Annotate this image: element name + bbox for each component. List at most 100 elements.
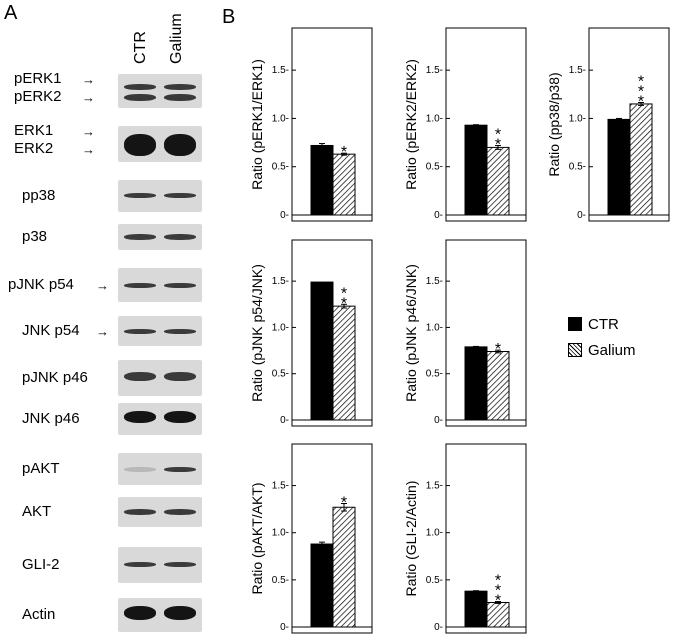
bar-ctr: [310, 281, 334, 421]
blot-band: [164, 94, 196, 101]
blot-band: [124, 509, 156, 515]
blot-strip: [118, 180, 202, 212]
blot-band: [124, 283, 156, 288]
y-tick-label: 1.0-: [272, 113, 289, 124]
blot-label: pJNK p54: [8, 276, 74, 293]
y-tick-label: 0.5-: [272, 575, 289, 586]
blot-band: [164, 329, 196, 334]
blot-band: [164, 411, 196, 423]
blot-label: AKT: [22, 503, 52, 520]
blot-band: [124, 606, 156, 620]
blot-band: [124, 467, 156, 472]
blot-band: [164, 283, 196, 288]
significance-star: *: [495, 583, 501, 600]
blot-strip: [118, 224, 202, 250]
y-tick-label: 1.0-: [426, 113, 443, 124]
legend-swatch-galium: [568, 343, 582, 357]
blot-label: JNK p54: [22, 322, 80, 339]
bar-galium: [332, 506, 356, 628]
y-tick-label: 1.5-: [272, 481, 289, 492]
chart: 0- 0.5- 1.0- 1.5- Ratio (pERK2/ERK2) **: [403, 27, 527, 222]
y-tick-label: 0.5-: [569, 162, 586, 173]
y-tick-label: 0-: [280, 622, 289, 633]
y-tick-label: 1.0-: [272, 528, 289, 539]
chart: 0- 0.5- 1.0- 1.5- Ratio (pJNK p46/JNK) *: [403, 239, 527, 427]
y-tick-label: 0.5-: [272, 369, 289, 380]
y-tick-label: 0-: [280, 415, 289, 426]
blot-band: [124, 329, 156, 334]
legend-item-galium: Galium: [568, 339, 636, 361]
blot-band: [164, 467, 196, 472]
blot-band: [124, 84, 156, 90]
legend: CTR Galium: [568, 313, 636, 365]
blot-label: pERK2: [14, 88, 62, 105]
y-tick-label: 0-: [434, 210, 443, 221]
legend-item-ctr: CTR: [568, 313, 636, 335]
bar-ctr: [464, 346, 488, 421]
legend-swatch-ctr: [568, 317, 582, 331]
significance-star: *: [495, 593, 501, 610]
significance-star: *: [638, 73, 644, 90]
significance-star: *: [341, 285, 347, 302]
y-axis-label: Ratio (pERK2/ERK2): [403, 59, 419, 190]
blot-label: JNK p46: [22, 410, 80, 427]
y-tick-label: 0-: [280, 210, 289, 221]
chart: 0-0.5-1.0-1.5-Ratio (GLI-2/Actin) ***: [403, 443, 527, 634]
significance-star: *: [341, 144, 347, 161]
y-tick-label: 0-: [434, 415, 443, 426]
blot-label: ERK1: [14, 122, 54, 139]
y-axis-label: Ratio (pAKT/AKT): [249, 482, 265, 594]
blot-strip: [118, 497, 202, 527]
significance-star: *: [341, 494, 347, 511]
blot-band: [164, 372, 196, 381]
legend-label-galium: Galium: [588, 341, 636, 359]
significance-star: *: [495, 573, 501, 590]
blot-band: [164, 193, 196, 198]
blot-band: [164, 84, 196, 90]
blot-band: [164, 606, 196, 620]
panel-b-letter: B: [222, 6, 236, 28]
significance-star: *: [638, 93, 644, 110]
blot-label: p38: [22, 228, 48, 245]
y-tick-label: 1.0-: [426, 528, 443, 539]
blot-strip: [118, 547, 202, 583]
blot-label: ERK2: [14, 140, 54, 157]
y-tick-label: 1.5-: [426, 481, 443, 492]
y-tick-label: 1.0-: [272, 322, 289, 333]
significance-star: *: [638, 83, 644, 100]
chart: 0-0.5-1.0-1.5-Ratio (pp38/p38) ***: [546, 27, 670, 222]
arrow-icon: →: [96, 324, 109, 339]
blot-band: [164, 509, 196, 515]
blot-band: [124, 94, 156, 101]
bar-galium: [486, 350, 510, 421]
y-tick-label: 1.5-: [569, 65, 586, 76]
bar-galium: [629, 103, 653, 216]
significance-star: *: [495, 126, 501, 143]
blot-band: [124, 411, 156, 423]
blot-label: Actin: [22, 606, 56, 623]
blot-band: [164, 562, 196, 567]
blot-label: pERK1: [14, 70, 62, 87]
arrow-icon: →: [82, 142, 95, 157]
blot-band: [164, 134, 196, 156]
significance-star: *: [495, 136, 501, 153]
blot-strip: [118, 74, 202, 108]
blot-strip: [118, 453, 202, 485]
arrow-icon: →: [82, 72, 95, 87]
blot-strip: [118, 598, 202, 632]
blot-band: [124, 372, 156, 381]
y-axis-label: Ratio (GLI-2/Actin): [403, 481, 419, 597]
chart: 0- 0.5- 1.0- 1.5- Ratio (pAKT/AKT) *: [249, 443, 373, 634]
blot-strip: [118, 360, 202, 396]
blot-strip: [118, 403, 202, 435]
y-tick-label: 0.5-: [426, 369, 443, 380]
y-tick-label: 1.5-: [426, 65, 443, 76]
bar-galium: [332, 305, 356, 421]
significance-star: *: [341, 295, 347, 312]
y-tick-label: 0.5-: [426, 162, 443, 173]
y-tick-label: 1.5-: [272, 65, 289, 76]
y-tick-label: 1.5-: [272, 276, 289, 287]
bar-ctr: [310, 543, 334, 628]
chart: 0- 0.5- 1.0- 1.5- Ratio (pJNK p54/JNK) **: [249, 239, 373, 427]
blot-label: pJNK p46: [22, 369, 88, 386]
